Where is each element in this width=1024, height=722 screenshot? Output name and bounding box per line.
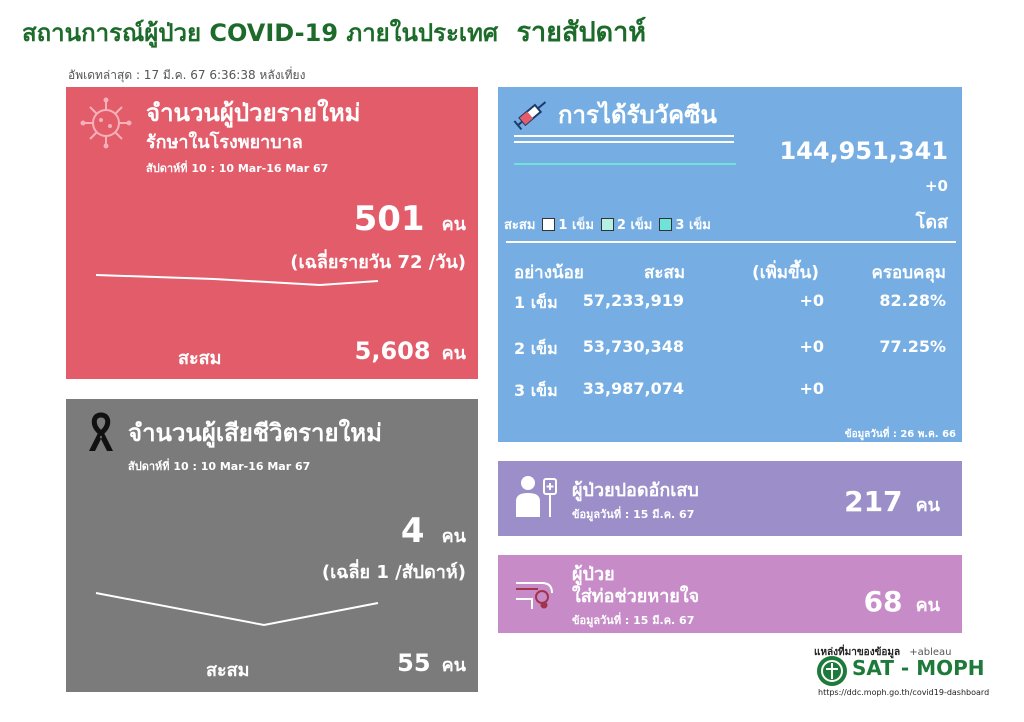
row-add: +0 xyxy=(799,291,824,310)
ventilator-title-2: ใส่ท่อช่วยหายใจ xyxy=(572,586,700,607)
ventilator-icon xyxy=(516,582,553,609)
deaths-avg: (เฉลี่ย 1 /สัปดาห์) xyxy=(321,562,466,583)
pneumonia-title: ผู้ป่วยปอดอักเสบ xyxy=(572,480,699,501)
new-cases-value: 501 xyxy=(353,199,425,239)
row-cover: 82.28% xyxy=(879,291,946,310)
new-cases-trend-line xyxy=(95,274,379,287)
new-cases-avg: (เฉลี่ยรายวัน 72 /วัน) xyxy=(290,252,466,273)
ventilator-unit: คน xyxy=(915,595,940,616)
deaths-cum-label: สะสม xyxy=(206,660,250,681)
new-cases-cum-unit: คน xyxy=(441,343,466,364)
ventilator-card[interactable]: ผู้ป่วย ใส่ท่อช่วยหายใจ ข้อมูลวันที่ : 1… xyxy=(498,555,962,633)
row-dose: 2 เข็ม xyxy=(514,339,558,358)
ventilator-value: 68 xyxy=(863,585,903,618)
vaccine-row: 1 เข็ม 57,233,919 +0 82.28% xyxy=(514,291,954,315)
dose2-swatch xyxy=(600,218,614,231)
footer: แหล่งที่มาของข้อมูล +ableau xyxy=(814,640,952,660)
row-cum: 53,730,348 xyxy=(582,337,684,356)
pneumonia-value-group: 217 คน xyxy=(844,485,940,519)
source-label: แหล่งที่มาของข้อมูล xyxy=(814,647,901,658)
source-url[interactable]: https://ddc.moph.go.th/covid19-dashboard xyxy=(818,688,990,697)
new-cases-unit: คน xyxy=(441,214,466,235)
sat-moph-brand: SAT - MOPH xyxy=(852,656,985,680)
pneumonia-value: 217 xyxy=(844,485,903,518)
ventilator-date: ข้อมูลวันที่ : 15 มี.ค. 67 xyxy=(572,614,695,627)
ventilator-value-group: 68 คน xyxy=(864,585,940,619)
vaccine-row: 2 เข็ม 53,730,348 +0 77.25% xyxy=(514,337,954,361)
new-cases-title: จำนวนผู้ป่วยรายใหม่ xyxy=(146,99,361,127)
deaths-value: 4 xyxy=(400,511,425,551)
dose-legend-label: สะสม xyxy=(504,218,536,233)
pneumonia-card[interactable]: ผู้ป่วยปอดอักเสบ ข้อมูลวันที่ : 15 มี.ค.… xyxy=(498,461,962,536)
row-cover: 77.25% xyxy=(879,337,946,356)
vaccine-row: 3 เข็ม 33,987,074 +0 xyxy=(514,379,954,403)
vaccine-table-header: อย่างน้อย สะสม (เพิ่มขึ้น) ครอบคลุม xyxy=(514,259,954,283)
page-title: สถานการณ์ผู้ป่วย COVID-19 ภายในประเทศ รา… xyxy=(22,10,646,53)
tableau-logo: +ableau xyxy=(909,647,952,658)
syringe-icon xyxy=(513,101,547,131)
new-cases-card[interactable]: จำนวนผู้ป่วยรายใหม่ รักษาในโรงพยาบาล สัป… xyxy=(66,87,478,379)
new-cases-value-group: 501 คน xyxy=(354,199,466,239)
black-ribbon-icon xyxy=(89,412,113,451)
vaccine-title: การได้รับวัคซีน xyxy=(558,101,717,129)
header-cum: สะสม xyxy=(644,263,686,283)
new-cases-cum-value: 5,608 xyxy=(354,337,431,365)
dose1-legend: 1 เข็ม xyxy=(558,218,594,233)
dose3-legend: 3 เข็ม xyxy=(675,218,711,233)
vaccine-card[interactable]: การได้รับวัคซีน 144,951,341 +0 สะสม 1 เข… xyxy=(498,87,962,442)
deaths-cum-value: 55 xyxy=(397,649,431,677)
new-cases-cum-group: 5,608 คน xyxy=(355,337,466,367)
deaths-cum-group: 55 คน xyxy=(397,649,466,679)
header-add: (เพิ่มขึ้น) xyxy=(752,263,820,283)
vaccine-total: 144,951,341 xyxy=(779,137,948,165)
vaccine-table-divider xyxy=(506,241,956,243)
header-dose: อย่างน้อย xyxy=(514,263,584,283)
row-dose: 3 เข็ม xyxy=(514,381,558,400)
vaccine-data-date: ข้อมูลวันที่ : 26 พ.ค. 66 xyxy=(844,429,956,440)
moph-logo-icon xyxy=(817,656,847,686)
dose3-swatch xyxy=(659,218,673,231)
dose1-swatch xyxy=(542,218,556,231)
pneumonia-date: ข้อมูลวันที่ : 15 มี.ค. 67 xyxy=(572,508,695,521)
vaccine-dose-unit: โดส xyxy=(915,212,948,233)
vaccine-divider-2 xyxy=(514,141,734,143)
deaths-week: สัปดาห์ที่ 10 : 10 Mar-16 Mar 67 xyxy=(128,460,311,473)
dose-legend: สะสม 1 เข็ม 2 เข็ม 3 เข็ม xyxy=(504,214,711,235)
deaths-value-group: 4 คน xyxy=(401,511,466,551)
deaths-title: จำนวนผู้เสียชีวิตรายใหม่ xyxy=(128,419,382,447)
patient-icon xyxy=(516,476,557,517)
row-cum: 57,233,919 xyxy=(582,291,684,310)
header-cover: ครอบคลุม xyxy=(871,263,947,283)
ventilator-title-1: ผู้ป่วย xyxy=(572,564,615,585)
last-updated: อัพเดทล่าสุด : 17 มี.ค. 67 6:36:38 หลังเ… xyxy=(68,68,306,82)
deaths-trend-line xyxy=(95,592,379,627)
new-cases-cum-label: สะสม xyxy=(178,348,222,369)
row-add: +0 xyxy=(799,379,824,398)
deaths-cum-unit: คน xyxy=(441,655,466,676)
page-title-main: สถานการณ์ผู้ป่วย COVID-19 ภายในประเทศ xyxy=(22,19,499,47)
row-dose: 1 เข็ม xyxy=(514,293,558,312)
row-cum: 33,987,074 xyxy=(582,379,684,398)
vaccine-divider-3 xyxy=(514,163,736,165)
virus-icon xyxy=(80,97,132,149)
pneumonia-unit: คน xyxy=(915,495,940,516)
vaccine-delta: +0 xyxy=(924,177,948,195)
deaths-unit: คน xyxy=(441,526,466,547)
vaccine-divider-1 xyxy=(514,135,734,137)
row-add: +0 xyxy=(799,337,824,356)
new-cases-subtitle: รักษาในโรงพยาบาล xyxy=(146,132,303,153)
page-title-suffix: รายสัปดาห์ xyxy=(516,17,647,48)
deaths-card[interactable]: จำนวนผู้เสียชีวิตรายใหม่ สัปดาห์ที่ 10 :… xyxy=(66,399,478,692)
new-cases-week: สัปดาห์ที่ 10 : 10 Mar-16 Mar 67 xyxy=(146,162,329,175)
dose2-legend: 2 เข็ม xyxy=(616,218,653,233)
